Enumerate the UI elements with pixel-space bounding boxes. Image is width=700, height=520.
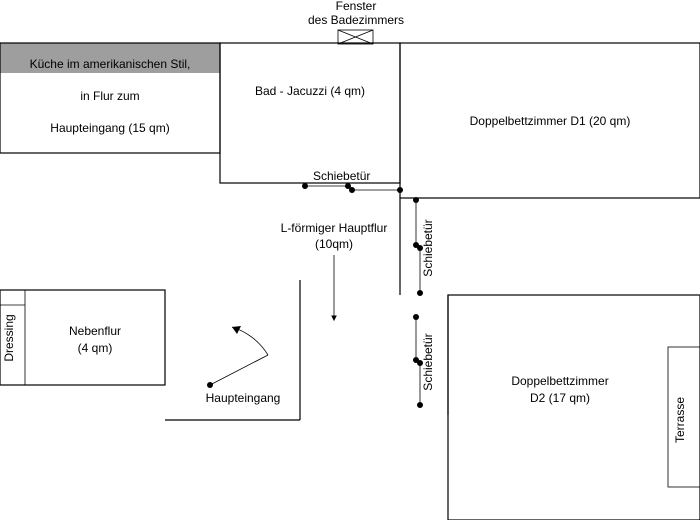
- hall-label-1: L-förmiger Hauptflur: [281, 221, 388, 235]
- slide-v1-label: Schiebetür: [421, 219, 435, 276]
- bed2-label-2: D2 (17 qm): [530, 391, 590, 405]
- window-label-1: Fenster: [336, 0, 377, 13]
- bed2-label-1: Doppelbettzimmer: [511, 374, 608, 388]
- main-entry-label: Haupteingang: [206, 391, 281, 405]
- side-label-2: (4 qm): [78, 341, 113, 355]
- hall-label-2: (10qm): [315, 237, 353, 251]
- kitchen-label-2: in Flur zum: [80, 89, 139, 103]
- kitchen-label-3: Haupteingang (15 qm): [50, 121, 169, 135]
- bedroom-d2: [448, 295, 700, 520]
- bathroom-window-icon: [338, 30, 373, 44]
- slide-v2-label: Schiebetür: [421, 333, 435, 390]
- floorplan-diagram: Fenster des Badezimmers Küche im amerika…: [0, 0, 700, 520]
- bath-label: Bad - Jacuzzi (4 qm): [255, 84, 365, 98]
- side-label-1: Nebenflur: [69, 324, 121, 338]
- bed1-label: Doppelbettzimmer D1 (20 qm): [470, 114, 631, 128]
- window-label-2: des Badezimmers: [308, 13, 404, 27]
- bath-room: [220, 43, 400, 183]
- terrace-label: Terrasse: [673, 397, 687, 443]
- dressing-label: Dressing: [2, 314, 16, 361]
- main-entry-door: [207, 326, 268, 388]
- sliding-door-bath: [302, 183, 403, 193]
- slide-h-label: Schiebetür: [313, 169, 370, 183]
- kitchen-label-1: Küche im amerikanischen Stil,: [30, 57, 191, 71]
